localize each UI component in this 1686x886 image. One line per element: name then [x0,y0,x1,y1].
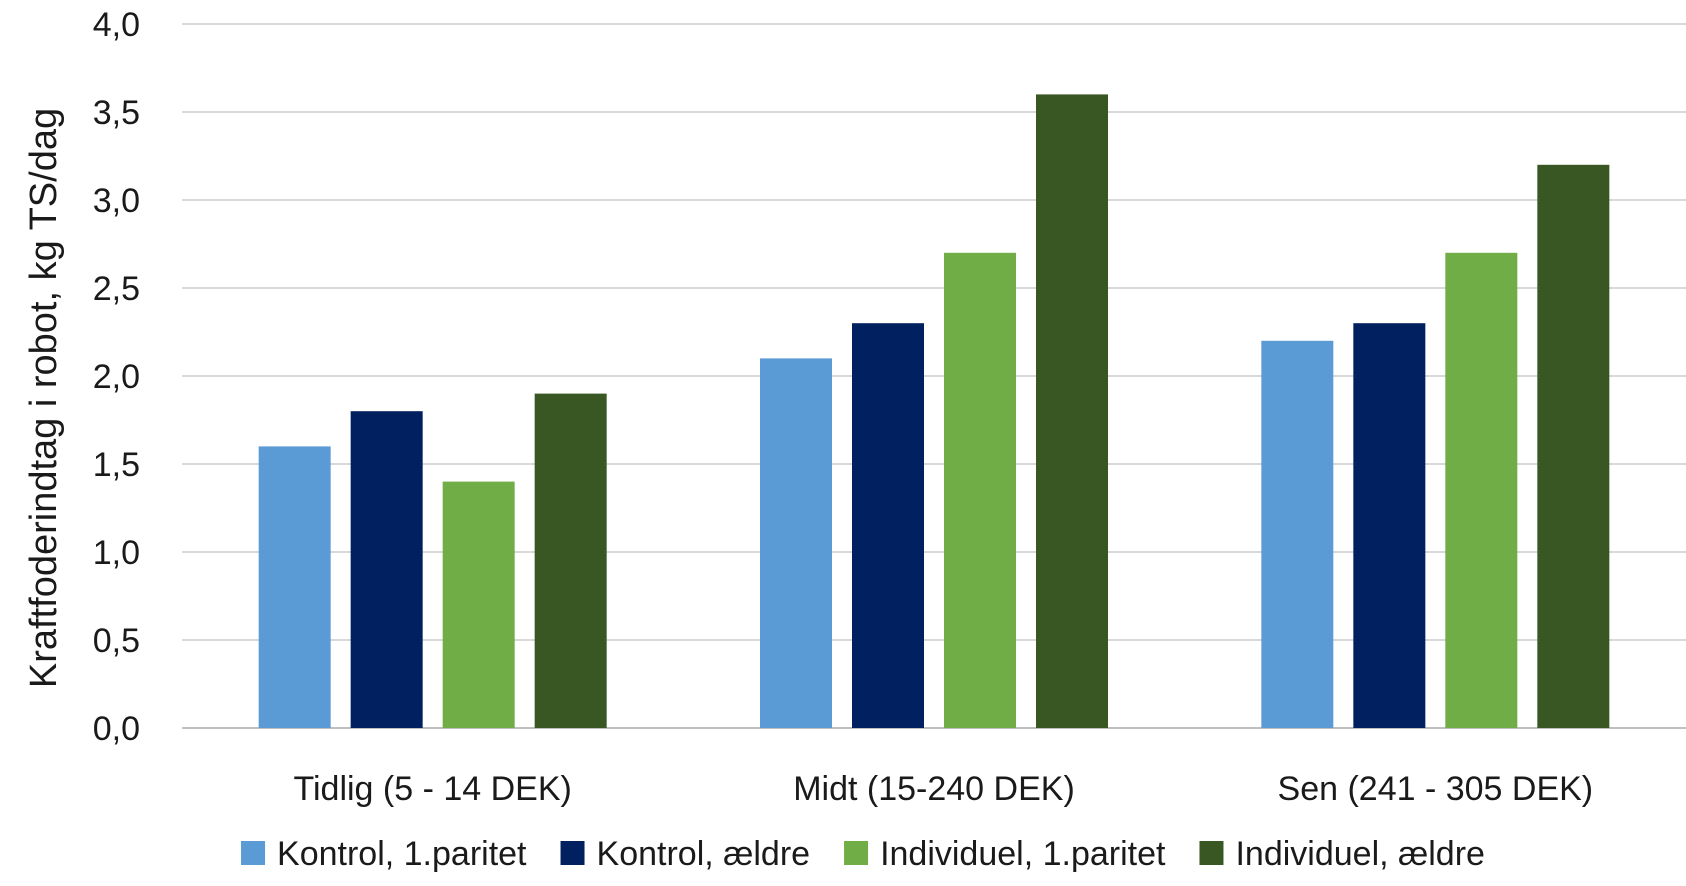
bar [1537,164,1610,729]
y-tick-label: 0,0 [93,710,140,748]
y-tick-label: 3,0 [93,182,140,220]
bar [1445,252,1518,729]
y-tick-labels: 0,0 0,5 1,0 1,5 2,0 2,5 3,0 3,5 4,0 [93,6,140,748]
legend-swatch [560,841,585,865]
x-category-label: Midt (15-240 DEK) [793,770,1075,808]
y-axis-title: Kraftfoderindtag i robot, kg TS/dag [23,108,65,688]
y-tick-label: 4,0 [93,6,140,44]
legend-swatch [1199,841,1224,865]
bars [258,94,1610,729]
bar [350,411,423,728]
bar [442,481,515,728]
y-tick-label: 2,0 [93,358,140,396]
bar [760,358,832,728]
bar [944,252,1016,729]
legend: Kontrol, 1.paritet Kontrol, ældre Individu… [241,835,1485,873]
gridlines [182,23,1686,729]
bar [258,446,331,728]
y-tick-label: 1,5 [93,446,140,484]
bar [852,323,924,728]
x-category-label: Tidlig (5 - 14 DEK) [293,770,571,808]
bar [534,393,607,728]
y-tick-label: 2,5 [93,270,140,308]
legend-swatch [241,841,266,865]
legend-label: Individuel, ældre [1235,835,1484,873]
y-tick-label: 0,5 [93,622,140,660]
x-category-labels: Tidlig (5 - 14 DEK) Midt (15-240 DEK) Sen … [293,770,1593,808]
x-category-label: Sen (241 - 305 DEK) [1278,770,1594,808]
y-tick-label: 1,0 [93,534,140,572]
legend-label: Kontrol, ældre [597,835,811,873]
legend-label: Individuel, 1.paritet [880,835,1166,873]
legend-label: Kontrol, 1.paritet [277,835,527,873]
legend-swatch [844,841,869,865]
bar [1036,94,1108,728]
bar [1261,340,1334,728]
y-tick-label: 3,5 [93,94,140,132]
bar [1353,323,1426,728]
